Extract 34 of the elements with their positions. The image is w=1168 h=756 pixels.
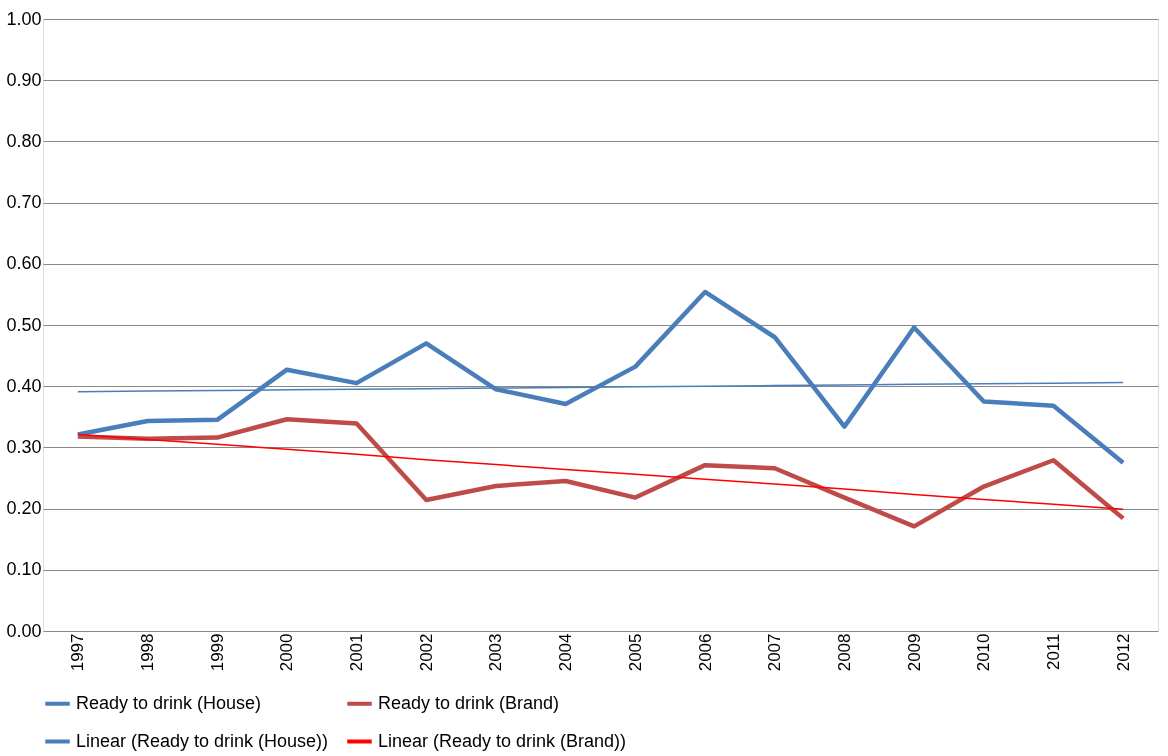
y-tick-label: 0.50 bbox=[6, 314, 42, 335]
x-tick-label: 2009 bbox=[904, 633, 924, 672]
y-tick-label: 0.20 bbox=[6, 498, 42, 519]
y-tick-label: 0.00 bbox=[6, 620, 42, 641]
x-tick-label: 1997 bbox=[68, 633, 88, 672]
x-tick-label: 2011 bbox=[1043, 633, 1063, 671]
x-tick-label: 2003 bbox=[486, 633, 506, 672]
y-tick-label: 0.90 bbox=[6, 69, 42, 90]
x-tick-label: 2006 bbox=[695, 633, 715, 672]
legend-label: Linear (Ready to drink (Brand)) bbox=[378, 730, 627, 751]
x-tick-label: 2000 bbox=[277, 633, 297, 672]
legend-label: Linear (Ready to drink (House)) bbox=[76, 730, 329, 751]
line-series bbox=[77, 433, 1124, 510]
line-series bbox=[75, 417, 1126, 529]
x-tick-label: 2012 bbox=[1113, 633, 1133, 672]
y-tick-label: 0.60 bbox=[6, 253, 42, 274]
x-tick-label: 1999 bbox=[207, 633, 227, 672]
line-series bbox=[75, 289, 1126, 465]
y-tick-label: 1.00 bbox=[6, 8, 42, 29]
x-tick-label: 2008 bbox=[834, 633, 854, 672]
y-tick-label: 0.10 bbox=[6, 559, 42, 580]
y-tick-label: 0.30 bbox=[6, 436, 42, 457]
x-tick-label: 2002 bbox=[416, 633, 436, 672]
x-tick-label: 2005 bbox=[625, 633, 645, 672]
legend-label: Ready to drink (Brand) bbox=[378, 692, 560, 713]
y-tick-label: 0.80 bbox=[6, 130, 42, 151]
x-tick-label: 1998 bbox=[138, 633, 158, 672]
x-tick-label: 2001 bbox=[347, 633, 367, 672]
x-tick-label: 2010 bbox=[974, 633, 994, 672]
y-tick-label: 0.70 bbox=[6, 192, 42, 213]
y-tick-label: 0.40 bbox=[6, 375, 42, 396]
x-tick-label: 2007 bbox=[765, 633, 785, 672]
legend-label: Ready to drink (House) bbox=[76, 692, 262, 713]
x-tick-label: 2004 bbox=[556, 633, 576, 672]
